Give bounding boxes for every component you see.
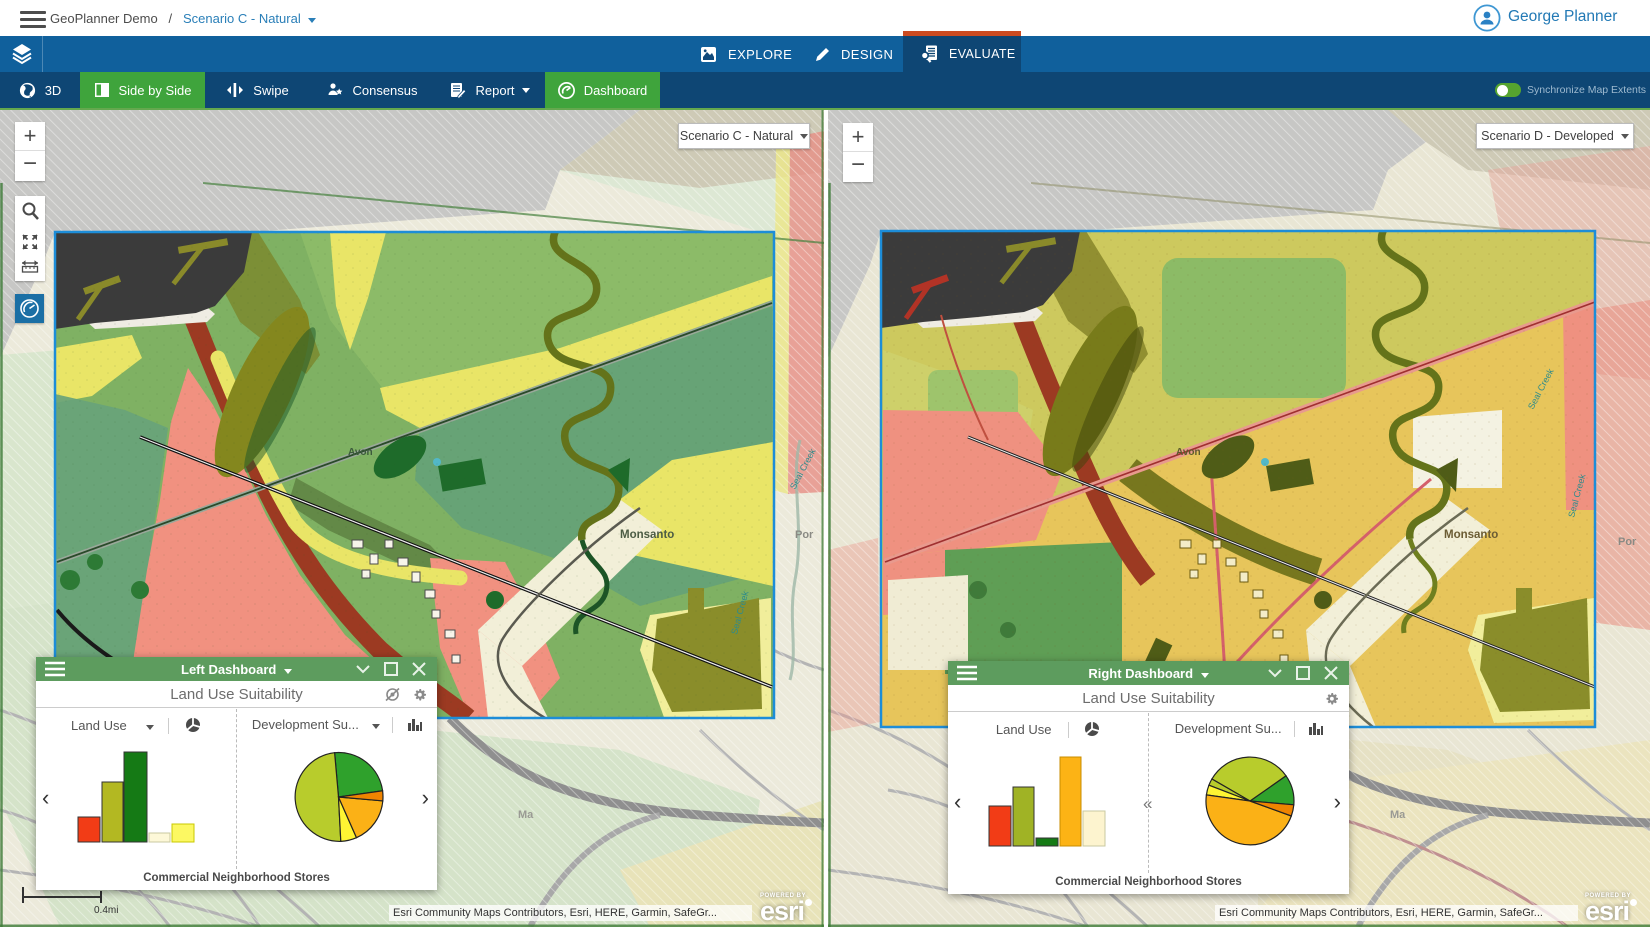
svg-text:Ma: Ma	[1390, 809, 1406, 821]
svg-text:Ma: Ma	[518, 809, 534, 821]
svg-text:Por: Por	[795, 529, 814, 541]
svg-text:Por: Por	[1618, 536, 1637, 548]
svg-text:0.4mi: 0.4mi	[94, 905, 118, 915]
